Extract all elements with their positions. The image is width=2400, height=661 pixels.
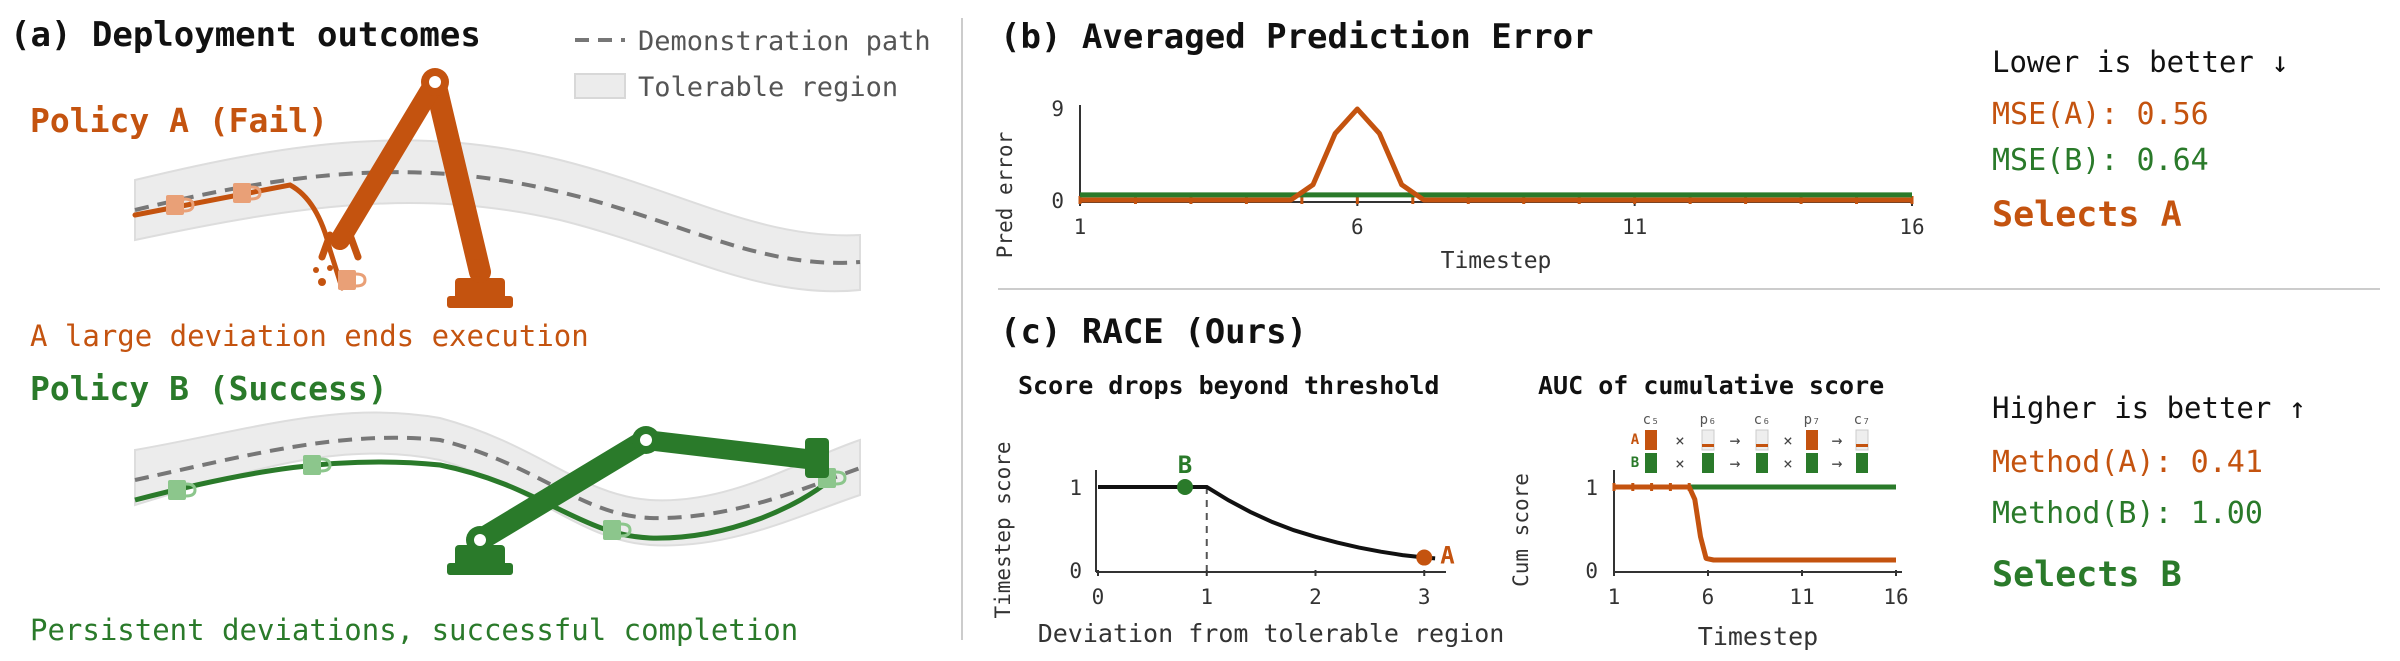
token-c7: c₇ [1854,412,1871,428]
policy-a-trajectory [132,182,345,291]
legend-tolerable-region-label: Tolerable region [638,72,898,103]
timestep-score-xtick-label: 2 [1309,585,1322,609]
policy-a-caption: A large deviation ends execution [30,319,589,353]
mse-b-value: MSE(B): 0.64 [1992,143,2209,178]
timestep-score-chart: 0 1 2 3 0 1 B A Deviation from tolerable regi… [991,441,1504,648]
panel-b-title: (b) Averaged Prediction Error [1000,17,1594,57]
method-b-value: Method(B): 1.00 [1992,496,2263,531]
pred-error-line-a [1080,106,1912,203]
score-token-legend: c₅ p₆ c₆ p₇ c₇ A × → × → B × → × → [1631,412,1871,474]
panel-a-title: (a) Deployment outcomes [10,15,481,55]
token-p7: p₇ [1804,412,1821,428]
pred-error-ylabel: Pred error [993,132,1017,258]
legend-tolerable-region-icon [574,73,626,99]
pred-error-ytick-label: 9 [1051,97,1064,121]
marker-b-point [1177,479,1193,495]
token-arrow: → [1832,430,1843,451]
policy-a-tolerable-region [134,139,861,293]
selects-b-verdict: Selects B [1992,555,2182,595]
timestep-score-ylabel: Timestep score [991,441,1015,618]
marker-a-point [1416,549,1433,566]
token-times: × [1783,431,1793,450]
token-arrow: → [1730,430,1741,451]
score-drops-title: Score drops beyond threshold [1018,371,1439,400]
token-times: × [1675,454,1685,473]
cum-score-xtick-label: 11 [1789,585,1814,609]
panel-c-title: (c) RACE (Ours) [1000,312,1307,352]
cum-score-ylabel: Cum score [1509,473,1533,587]
pred-error-xtick-label: 1 [1074,215,1087,239]
cum-score-ytick-label: 0 [1585,559,1598,583]
token-p6: p₆ [1700,412,1717,428]
timestep-score-curve [1098,485,1436,561]
spilled-cup-icon [313,265,367,292]
policy-b-demo-path [134,435,861,521]
cum-score-ytick-label: 1 [1585,476,1598,500]
policy-a-label: Policy A (Fail) [30,101,328,140]
cum-score-xtick-label: 6 [1702,585,1715,609]
cum-score-xtick-label: 16 [1883,585,1908,609]
policy-b-label: Policy B (Success) [30,369,388,408]
pred-error-xlabel: Timestep [1441,248,1552,274]
token-row-a-label: A [1631,432,1640,448]
method-a-value: Method(A): 0.41 [1992,445,2263,480]
token-times: × [1783,454,1793,473]
auc-title: AUC of cumulative score [1538,371,1884,400]
timestep-score-xtick-label: 1 [1200,585,1213,609]
lower-is-better-label: Lower is better ↓ [1992,45,2289,79]
marker-a-label: A [1440,542,1455,570]
timestep-score-xtick-label: 3 [1418,585,1431,609]
marker-b-label: B [1178,451,1192,479]
mse-a-value: MSE(A): 0.56 [1992,97,2209,132]
token-c5: c₅ [1643,412,1660,428]
cum-score-line-a [1614,484,1896,563]
timestep-score-xtick-label: 0 [1092,585,1105,609]
policy-a-demo-path [134,170,861,265]
policy-b-robot-arm-icon [447,426,829,575]
token-c6: c₆ [1754,412,1771,428]
pred-error-xtick-label: 16 [1899,215,1924,239]
timestep-score-xlabel: Deviation from tolerable region [1038,619,1505,648]
policy-b-caption: Persistent deviations, successful comple… [30,613,798,647]
policy-a-robot-arm-icon [318,68,513,308]
token-arrow: → [1832,453,1843,474]
pred-error-xtick-label: 11 [1622,215,1647,239]
higher-is-better-label: Higher is better ↑ [1992,391,2306,425]
legend-demo-path-label: Demonstration path [638,26,931,57]
timestep-score-ytick-label: 0 [1069,559,1082,583]
pred-error-ytick-label: 0 [1051,189,1064,213]
cum-score-xtick-label: 1 [1608,585,1621,609]
pred-error-xtick-label: 6 [1351,215,1364,239]
selects-a-verdict: Selects A [1992,195,2182,235]
cum-score-xlabel: Timestep [1698,622,1818,651]
token-times: × [1675,431,1685,450]
token-arrow: → [1730,453,1741,474]
timestep-score-ytick-label: 1 [1069,476,1082,500]
token-row-b-label: B [1631,455,1639,471]
